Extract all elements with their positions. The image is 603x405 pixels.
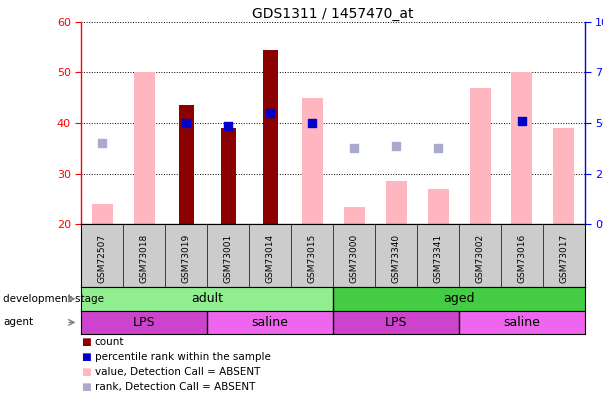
Point xyxy=(98,140,107,147)
Bar xyxy=(134,72,155,224)
Point xyxy=(224,122,233,129)
Bar xyxy=(554,128,575,224)
Bar xyxy=(92,204,113,224)
Point xyxy=(433,145,443,151)
Bar xyxy=(263,50,277,224)
Text: saline: saline xyxy=(504,316,540,329)
Bar xyxy=(302,98,323,224)
Point xyxy=(308,120,317,126)
Point xyxy=(265,110,275,116)
Bar xyxy=(459,311,585,334)
Text: ■: ■ xyxy=(81,352,91,362)
Text: ■: ■ xyxy=(81,382,91,392)
Point xyxy=(517,117,527,124)
Text: GSM73000: GSM73000 xyxy=(350,234,359,283)
Point xyxy=(349,145,359,151)
Text: GSM73015: GSM73015 xyxy=(308,234,317,283)
Text: saline: saline xyxy=(252,316,289,329)
Text: LPS: LPS xyxy=(385,316,408,329)
Bar xyxy=(81,311,207,334)
Point xyxy=(182,120,191,126)
Text: GSM73001: GSM73001 xyxy=(224,234,233,283)
Text: LPS: LPS xyxy=(133,316,156,329)
Text: GSM73340: GSM73340 xyxy=(391,234,400,283)
Bar xyxy=(428,189,449,224)
Text: percentile rank within the sample: percentile rank within the sample xyxy=(95,352,271,362)
Text: GSM73016: GSM73016 xyxy=(517,234,526,283)
Text: agent: agent xyxy=(3,318,33,327)
Bar xyxy=(470,87,490,224)
Text: count: count xyxy=(95,337,124,347)
Text: development stage: development stage xyxy=(3,294,104,304)
Bar xyxy=(511,72,532,224)
Text: GSM73017: GSM73017 xyxy=(560,234,569,283)
Title: GDS1311 / 1457470_at: GDS1311 / 1457470_at xyxy=(253,7,414,21)
Bar xyxy=(344,207,365,224)
Text: GSM72507: GSM72507 xyxy=(98,234,107,283)
Text: aged: aged xyxy=(443,292,475,305)
Text: GSM73014: GSM73014 xyxy=(266,234,275,283)
Text: ■: ■ xyxy=(81,337,91,347)
Bar xyxy=(333,311,459,334)
Text: GSM73341: GSM73341 xyxy=(434,234,443,283)
Point xyxy=(391,143,401,149)
Text: ■: ■ xyxy=(81,367,91,377)
Bar xyxy=(207,311,333,334)
Text: adult: adult xyxy=(191,292,223,305)
Text: rank, Detection Call = ABSENT: rank, Detection Call = ABSENT xyxy=(95,382,255,392)
Bar xyxy=(221,128,236,224)
Bar xyxy=(81,287,333,311)
Text: GSM73018: GSM73018 xyxy=(140,234,149,283)
Text: GSM73002: GSM73002 xyxy=(476,234,485,283)
Bar xyxy=(333,287,585,311)
Bar xyxy=(385,181,406,224)
Text: value, Detection Call = ABSENT: value, Detection Call = ABSENT xyxy=(95,367,260,377)
Bar xyxy=(179,105,194,224)
Text: GSM73019: GSM73019 xyxy=(182,234,191,283)
